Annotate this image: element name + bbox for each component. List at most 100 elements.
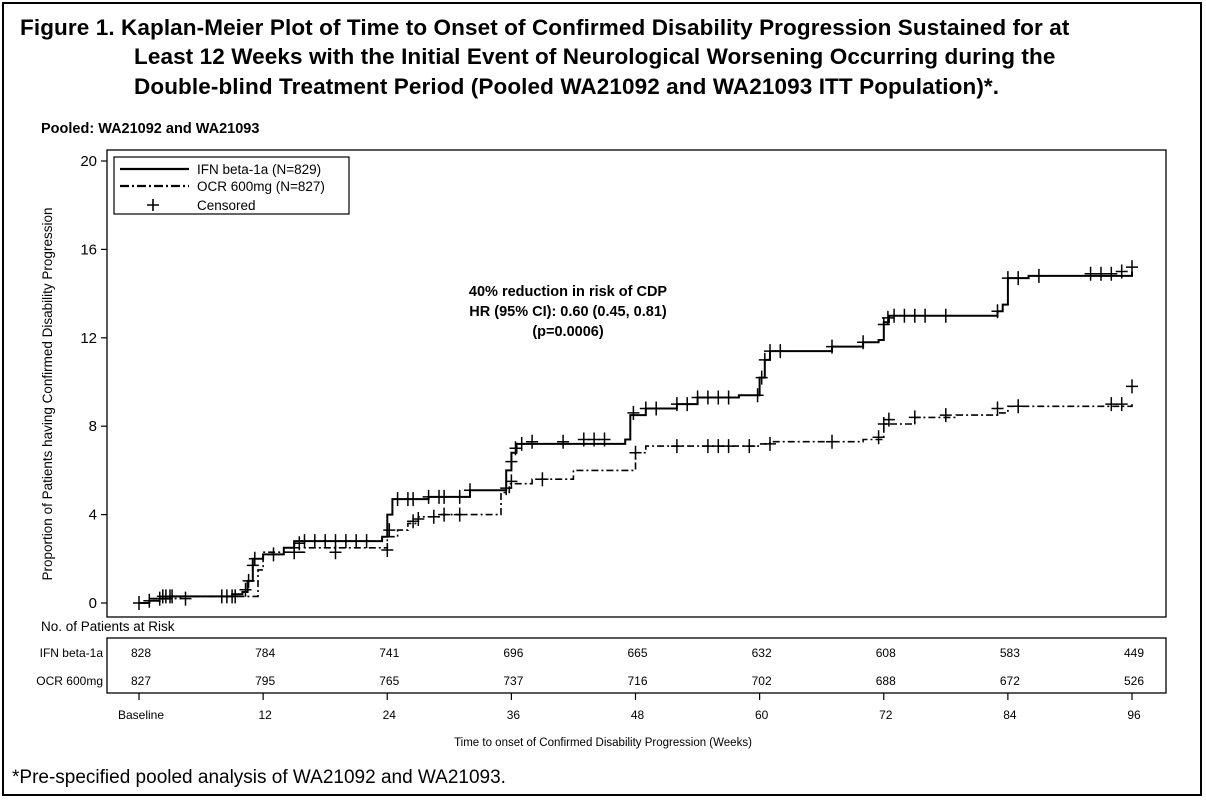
censored-marker-ifn	[350, 534, 363, 549]
censored-marker-ifn	[598, 432, 611, 447]
censored-marker-ocr	[438, 507, 451, 522]
censored-marker-ifn	[509, 441, 522, 456]
y-tick-label-16: 16	[80, 241, 97, 258]
x-tick-label-36: 36	[507, 708, 521, 722]
risk-value: 716	[627, 674, 647, 688]
chart-subtitle: Pooled: WA21092 and WA21093	[41, 121, 260, 137]
x-tick-label-72: 72	[879, 708, 893, 722]
censored-marker-ifn	[339, 534, 352, 549]
legend-label-ifn: IFN beta-1a (N=829)	[197, 162, 321, 177]
censored-marker-ifn	[319, 534, 332, 549]
censored-marker-ifn	[650, 401, 663, 416]
censored-marker-ifn	[464, 483, 476, 498]
censored-marker-ifn	[438, 489, 451, 504]
annotation-line-1: 40% reduction in risk of CDP	[469, 284, 668, 300]
figure-title-line-2: Least 12 Weeks with the Initial Event of…	[134, 44, 1056, 69]
series-line-ocr	[139, 404, 1133, 604]
censored-marker-ocr	[670, 439, 683, 454]
y-tick-label-0: 0	[89, 595, 97, 612]
annotation-line-3: (p=0.0006)	[532, 324, 604, 340]
risk-value: 741	[379, 646, 399, 660]
censored-marker-ifn	[627, 405, 640, 420]
censored-marker-ocr	[743, 439, 756, 454]
censored-marker-ifn	[383, 523, 396, 538]
censored-marker-ifn	[246, 558, 259, 573]
censored-marker-ocr	[1126, 379, 1138, 394]
censored-marker-ocr	[536, 472, 549, 487]
y-tick-label-20: 20	[80, 153, 97, 170]
censored-marker-ifn	[712, 390, 725, 405]
series-line-ifn	[139, 271, 1133, 604]
risk-value: 828	[131, 646, 151, 660]
censored-marker-ifn	[242, 573, 255, 588]
censored-marker-ifn	[722, 390, 735, 405]
censored-marker-ifn	[391, 492, 404, 507]
censored-marker-ifn	[991, 304, 1004, 319]
censored-marker-ifn	[939, 308, 952, 323]
censored-marker-ifn	[881, 310, 894, 325]
censored-marker-ifn	[293, 536, 306, 551]
risk-value: 765	[379, 674, 399, 688]
legend-label-ocr: OCR 600mg (N=827)	[197, 179, 325, 194]
risk-value: 672	[1000, 674, 1020, 688]
censored-marker-ifn	[515, 436, 528, 451]
risk-value: 696	[503, 646, 523, 660]
censored-marker-ocr	[1105, 397, 1118, 412]
censored-marker-ifn	[267, 547, 280, 562]
censored-marker-ocr	[908, 410, 921, 425]
censored-marker-ifn	[248, 551, 261, 566]
x-tick-label-48: 48	[631, 708, 645, 722]
censored-marker-ifn	[751, 388, 764, 403]
x-tick-label-Baseline: Baseline	[118, 708, 164, 722]
risk-value: 632	[752, 646, 772, 660]
censored-marker-ifn	[764, 344, 776, 359]
censored-marker-ifn	[453, 489, 466, 504]
censored-marker-ocr	[629, 445, 642, 460]
censored-marker-ocr	[712, 439, 725, 454]
censored-marker-ifn	[774, 344, 787, 359]
censored-marker-ocr	[701, 439, 714, 454]
censored-marker-ifn	[557, 434, 570, 449]
censored-marker-ifn	[888, 308, 901, 323]
risk-value: 608	[876, 646, 896, 660]
x-tick-label-84: 84	[1003, 708, 1017, 722]
censored-marker-ocr	[412, 512, 425, 526]
censored-marker-ifn	[166, 589, 179, 604]
censored-marker-ocr	[722, 439, 735, 454]
risk-value: 784	[255, 646, 275, 660]
risk-value: 665	[627, 646, 647, 660]
y-tick-label-12: 12	[80, 330, 97, 347]
censored-marker-ifn	[701, 390, 714, 405]
annotation-line-2: HR (95% CI): 0.60 (0.45, 0.81)	[469, 304, 667, 320]
x-tick-label-96: 96	[1127, 708, 1141, 722]
y-tick-label-4: 4	[89, 507, 97, 524]
censored-marker-ocr	[1115, 397, 1128, 412]
censored-marker-ifn	[1095, 266, 1107, 281]
censored-marker-ocr	[288, 545, 301, 560]
censored-marker-ocr	[764, 436, 776, 451]
legend-censored-marker	[147, 199, 159, 211]
risk-value: 688	[876, 674, 896, 688]
censored-marker-ifn	[407, 492, 420, 507]
censored-marker-ifn	[308, 534, 321, 549]
footnote: *Pre-specified pooled analysis of WA2109…	[12, 767, 506, 788]
censored-marker-ifn	[670, 397, 683, 412]
censored-marker-ifn	[360, 534, 373, 549]
risk-table-frame	[106, 637, 1167, 694]
censored-marker-ifn	[526, 434, 539, 449]
censored-marker-ocr	[381, 543, 394, 557]
censored-marker-ifn	[1126, 260, 1138, 275]
risk-value: 702	[752, 674, 772, 688]
censored-marker-ifn	[755, 370, 768, 385]
censored-marker-ifn	[826, 339, 838, 354]
censored-marker-ifn	[639, 401, 652, 416]
censored-marker-ifn	[422, 489, 435, 504]
censored-marker-ifn	[239, 582, 252, 597]
legend-label-censored: Censored	[197, 198, 256, 213]
risk-value: 795	[255, 674, 275, 688]
censored-marker-ifn	[898, 308, 911, 323]
censored-marker-ifn	[298, 534, 311, 549]
figure-title-line-3: Double-blind Treatment Period (Pooled WA…	[134, 74, 1000, 99]
y-axis-label: Proportion of Patients having Confirmed …	[40, 208, 55, 581]
